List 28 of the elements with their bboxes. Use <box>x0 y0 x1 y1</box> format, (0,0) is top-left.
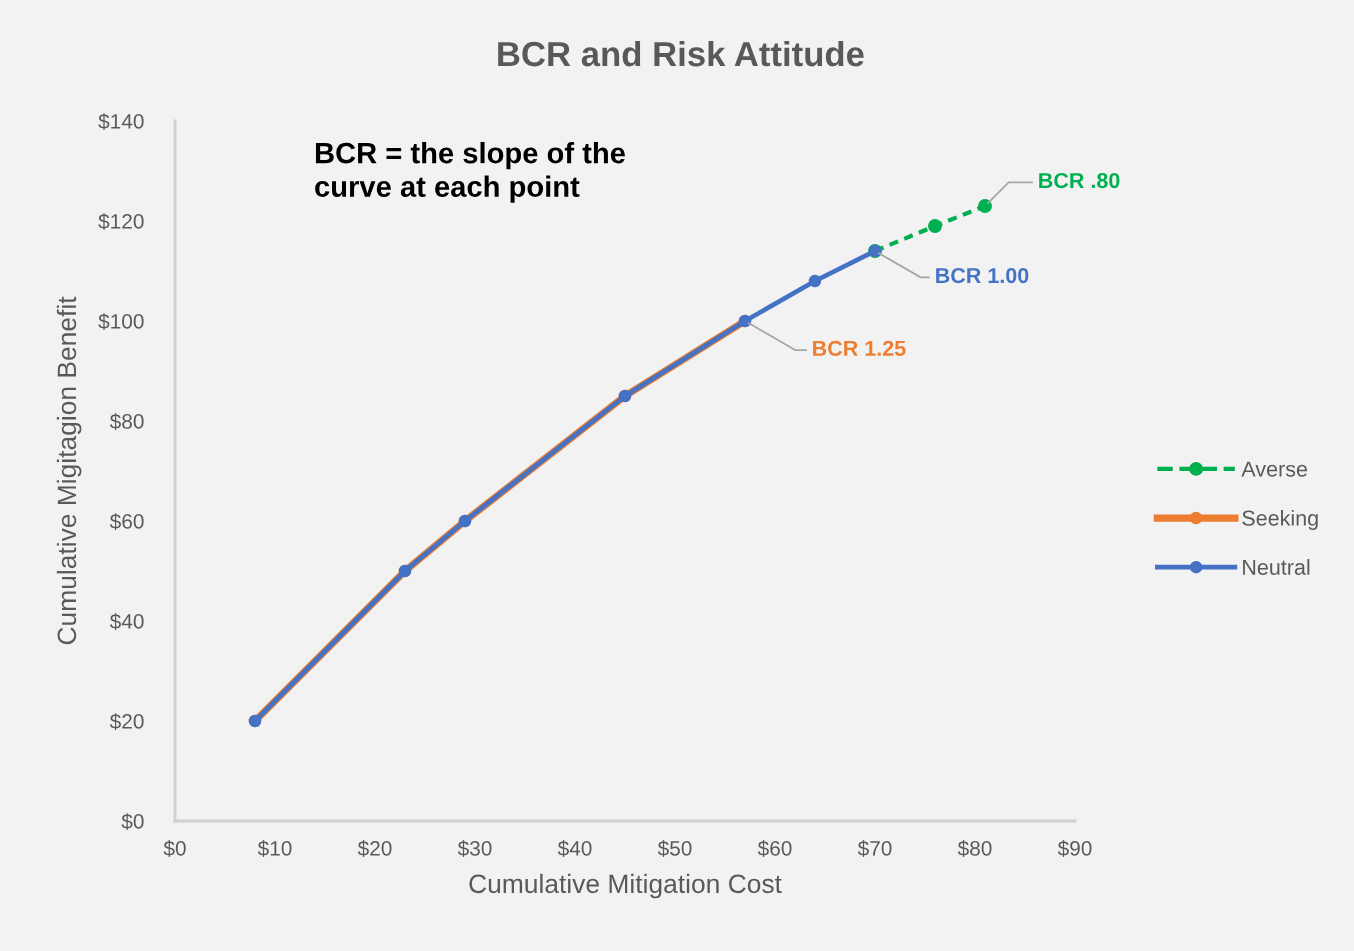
annotation: BCR 1.25 <box>813 340 906 356</box>
y-tick-label: $140 <box>98 113 144 130</box>
x-tick-label: $60 <box>757 840 792 857</box>
x-tick-label: $30 <box>457 840 492 857</box>
x-tick-label: $40 <box>557 840 592 857</box>
x-axis-title: Cumulative Mitigation Cost <box>469 873 782 899</box>
legend-label: Seeking <box>1242 509 1318 531</box>
x-tick-label: $80 <box>957 840 992 857</box>
legend-label: Neutral <box>1243 559 1310 575</box>
y-tick-label: $100 <box>98 313 144 330</box>
y-tick-label: $80 <box>109 413 144 430</box>
annotation: BCR = the slope of the curve at each point <box>315 142 625 203</box>
y-tick-label: $20 <box>109 713 144 730</box>
annotation: BCR .80 <box>1039 172 1120 189</box>
x-tick-label: $20 <box>357 840 392 857</box>
y-tick-label: $0 <box>121 813 144 830</box>
x-tick-label: $0 <box>163 840 186 857</box>
y-tick-label: $60 <box>109 513 144 530</box>
x-tick-label: $10 <box>257 840 292 857</box>
y-tick-label: $120 <box>98 213 144 230</box>
x-tick-label: $90 <box>1057 840 1092 857</box>
y-axis-title: Cumulative Migitagion Benefit <box>56 296 82 645</box>
x-tick-label: $70 <box>857 840 892 857</box>
annotation: BCR 1.00 <box>936 267 1029 284</box>
legend-label: Averse <box>1241 461 1307 477</box>
chart-title: BCR and Risk Attitude <box>498 40 864 67</box>
y-tick-label: $40 <box>109 613 144 630</box>
x-tick-label: $50 <box>657 840 692 857</box>
